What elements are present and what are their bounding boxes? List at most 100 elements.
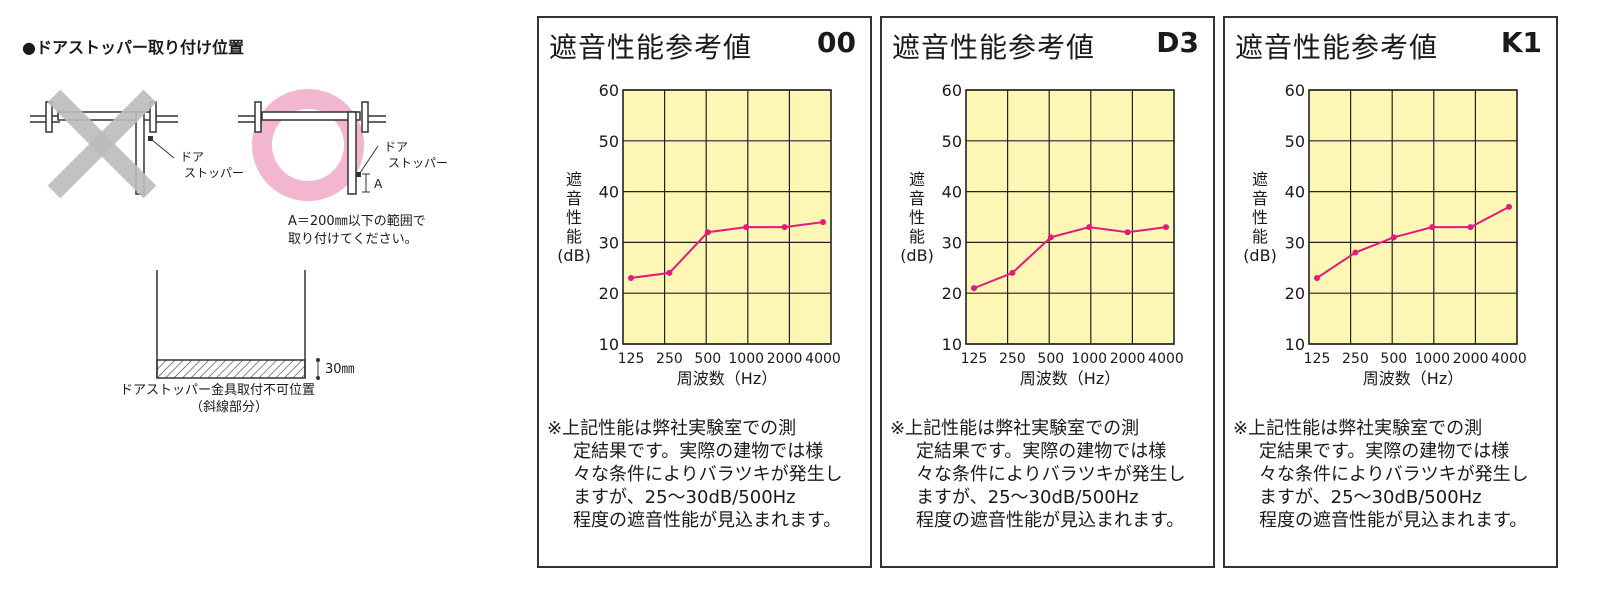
y-axis-label-part: 遮	[1251, 170, 1268, 189]
y-axis-label-part: (dB)	[900, 246, 934, 265]
door-stopper-label-2a: ドア	[384, 140, 409, 154]
note-line: ますが、25～30dB/500Hz	[916, 487, 1139, 508]
x-tick-label: 500	[1037, 351, 1064, 367]
series-line	[1316, 205, 1510, 279]
x-axis-label: 周波数（Hz）	[1020, 369, 1120, 388]
data-point	[1506, 203, 1512, 210]
y-axis-label: 遮音性能 (dB)	[549, 170, 599, 265]
not-allowed-area	[156, 270, 320, 380]
y-axis-label-part: 能	[908, 227, 925, 246]
y-axis-label: 遮音性能 (dB)	[892, 170, 942, 265]
installation-diagram	[30, 89, 386, 380]
ok-example	[238, 89, 386, 201]
panel-k1: 遮音性能参考値 K1 遮音性能 (dB) 60 50 40 30 20 10 125 250 500 10…	[1223, 16, 1558, 568]
product-code: K1	[1500, 26, 1542, 59]
x-tick-label: 2000	[1453, 351, 1489, 367]
data-point	[1352, 249, 1359, 256]
y-axis-label-part: 性	[1251, 208, 1268, 227]
plot-area	[622, 89, 832, 345]
panel-title: 遮音性能参考値	[892, 31, 1096, 64]
product-code: D3	[1156, 26, 1199, 59]
data-point	[781, 224, 788, 231]
y-tick-label: 40	[599, 183, 619, 202]
x-tick-label: 125	[961, 351, 988, 367]
note-line: 程度の遮音性能が見込まれます。	[916, 510, 1185, 531]
measurement-note: ※上記性能は弊社実験室での測 定結果です。実際の建物では様 々な条件によりバラツキが…	[890, 417, 1210, 532]
data-point	[1314, 274, 1320, 281]
note-line: ※上記性能は弊社実験室での測	[547, 418, 797, 439]
panel-title: 遮音性能参考値	[549, 31, 753, 64]
data-point	[1086, 224, 1093, 231]
y-axis-label-part: 遮	[565, 170, 582, 189]
note-line: ますが、25～30dB/500Hz	[573, 487, 796, 508]
y-tick-label: 50	[942, 132, 962, 151]
note-line: ※上記性能は弊社実験室での測	[1233, 418, 1483, 439]
y-axis-label-part: (dB)	[557, 246, 591, 265]
x-tick-label: 4000	[1148, 351, 1184, 367]
data-point	[1467, 224, 1474, 231]
x-tick-label: 4000	[805, 351, 841, 367]
door-stopper-label-1b: ストッパー	[184, 166, 245, 180]
y-tick-label: 50	[1285, 132, 1305, 151]
y-tick-label: 60	[942, 81, 962, 100]
note-line: 々な条件によりバラツキが発生し	[916, 464, 1186, 485]
data-point	[1163, 224, 1169, 231]
data-point	[971, 285, 977, 292]
y-tick-label: 10	[1285, 335, 1305, 354]
data-point	[1429, 224, 1436, 231]
note-line: 々な条件によりバラツキが発生し	[1259, 464, 1529, 485]
x-tick-label: 1000	[1071, 351, 1107, 367]
measurement-note: ※上記性能は弊社実験室での測 定結果です。実際の建物では様 々な条件によりバラツキが…	[1233, 417, 1553, 532]
note-line: 程度の遮音性能が見込まれます。	[1259, 510, 1528, 531]
y-axis-label-part: 性	[565, 208, 582, 227]
y-axis-label-part: 音	[565, 189, 582, 208]
y-tick-label: 10	[599, 335, 619, 354]
x-tick-label: 2000	[767, 351, 803, 367]
y-tick-label: 30	[942, 233, 962, 252]
plot-area	[1308, 89, 1518, 345]
range-note-1: A＝200㎜以下の範囲で	[288, 214, 426, 229]
y-axis-label: 遮音性能 (dB)	[1235, 170, 1285, 265]
panel-d3: 遮音性能参考値 D3 遮音性能 (dB) 60 50 40 30 20 10 125 250 500 10…	[880, 16, 1215, 568]
note-line: ※上記性能は弊社実験室での測	[890, 418, 1140, 439]
series-line	[630, 221, 824, 279]
x-tick-label: 1000	[728, 351, 764, 367]
y-axis-label-part: 性	[908, 208, 925, 227]
x-tick-label: 250	[656, 351, 683, 367]
plot-area	[965, 89, 1175, 345]
y-tick-label: 40	[1285, 183, 1305, 202]
note-line: 定結果です。実際の建物では様	[1259, 441, 1510, 462]
panel-title: 遮音性能参考値	[1235, 31, 1439, 64]
x-tick-label: 4000	[1491, 351, 1527, 367]
door-stopper-label-2b: ストッパー	[388, 156, 449, 170]
section-title: ●ドアストッパー取り付け位置	[22, 38, 244, 57]
hatch-caption-1: ドアストッパー金具取付不可位置	[120, 383, 316, 398]
y-tick-label: 20	[599, 284, 619, 303]
y-tick-label: 40	[942, 183, 962, 202]
note-line: 定結果です。実際の建物では様	[573, 441, 824, 462]
y-axis-label-part: 遮	[908, 170, 925, 189]
y-axis-label-part: (dB)	[1243, 246, 1277, 265]
data-point	[666, 269, 673, 276]
x-tick-label: 500	[694, 351, 721, 367]
data-point	[1009, 269, 1016, 276]
data-point	[1047, 234, 1054, 241]
data-point	[820, 219, 826, 226]
y-axis-label-part: 音	[1251, 189, 1268, 208]
note-line: ますが、25～30dB/500Hz	[1259, 487, 1482, 508]
data-point	[1390, 234, 1397, 241]
dimension-a-label: A	[374, 177, 383, 191]
y-tick-label: 60	[1285, 81, 1305, 100]
y-axis-label-part: 能	[1251, 227, 1268, 246]
x-tick-label: 2000	[1110, 351, 1146, 367]
y-tick-label: 20	[1285, 284, 1305, 303]
y-axis-label-part: 音	[908, 189, 925, 208]
y-tick-label: 10	[942, 335, 962, 354]
data-point	[1124, 229, 1131, 236]
panel-00: 遮音性能参考値 00 遮音性能 (dB) 60 50 40 30 20 10 125 250 500 10…	[537, 16, 872, 568]
note-line: 定結果です。実際の建物では様	[916, 441, 1167, 462]
series-line	[973, 226, 1167, 290]
